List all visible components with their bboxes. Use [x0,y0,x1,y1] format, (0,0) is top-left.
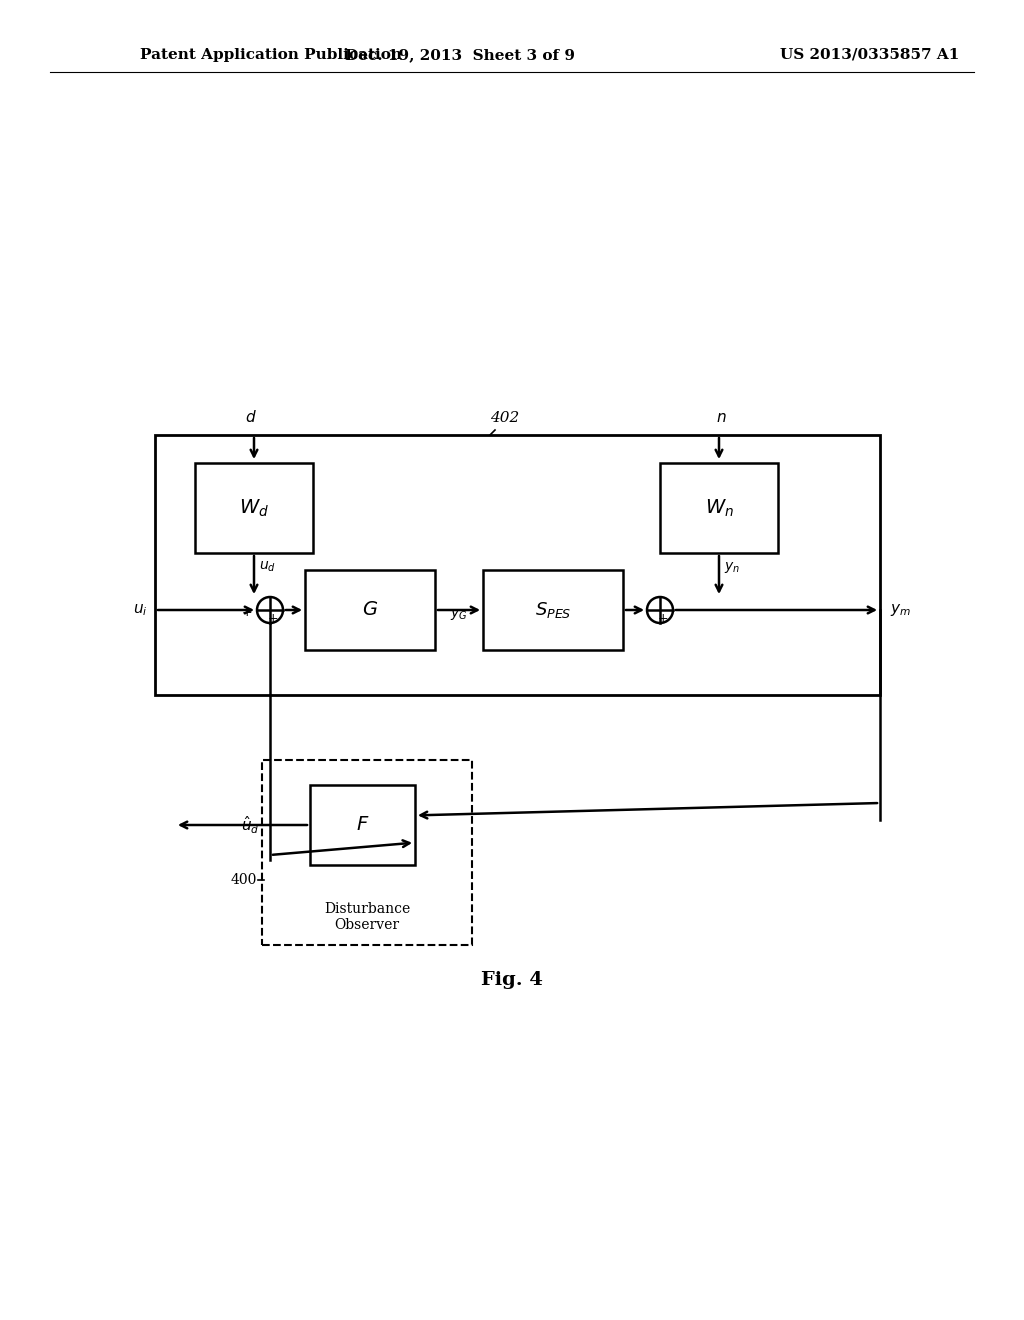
Text: $G$: $G$ [361,601,378,619]
Text: $y_m$: $y_m$ [890,602,911,618]
Text: $u_d$: $u_d$ [259,560,276,574]
Bar [310,785,415,865]
Bar [155,436,880,696]
Text: +: + [657,612,669,624]
Text: $W_d$: $W_d$ [239,498,269,519]
Text: $d$: $d$ [245,409,257,425]
Bar [262,760,472,945]
Text: $S_{PES}$: $S_{PES}$ [535,601,571,620]
Text: +: + [267,612,279,624]
Text: $F$: $F$ [355,816,370,834]
Text: $y_G$: $y_G$ [451,607,468,622]
Bar [483,570,623,649]
Text: 400: 400 [230,873,257,887]
Text: $W_n$: $W_n$ [705,498,733,519]
Text: Dec. 19, 2013  Sheet 3 of 9: Dec. 19, 2013 Sheet 3 of 9 [345,48,575,62]
Text: US 2013/0335857 A1: US 2013/0335857 A1 [780,48,959,62]
Text: Fig. 4: Fig. 4 [481,972,543,989]
Text: Disturbance
Observer: Disturbance Observer [324,902,411,932]
Bar [660,463,778,553]
Bar [305,570,435,649]
Text: $y_n$: $y_n$ [724,560,740,576]
Text: Patent Application Publication: Patent Application Publication [140,48,402,62]
Text: $u_i$: $u_i$ [133,602,148,618]
Text: 402: 402 [490,411,519,425]
Text: $\hat{u}_d$: $\hat{u}_d$ [242,814,260,836]
Text: $n$: $n$ [716,411,726,425]
Bar [195,463,313,553]
Text: +: + [242,606,252,619]
